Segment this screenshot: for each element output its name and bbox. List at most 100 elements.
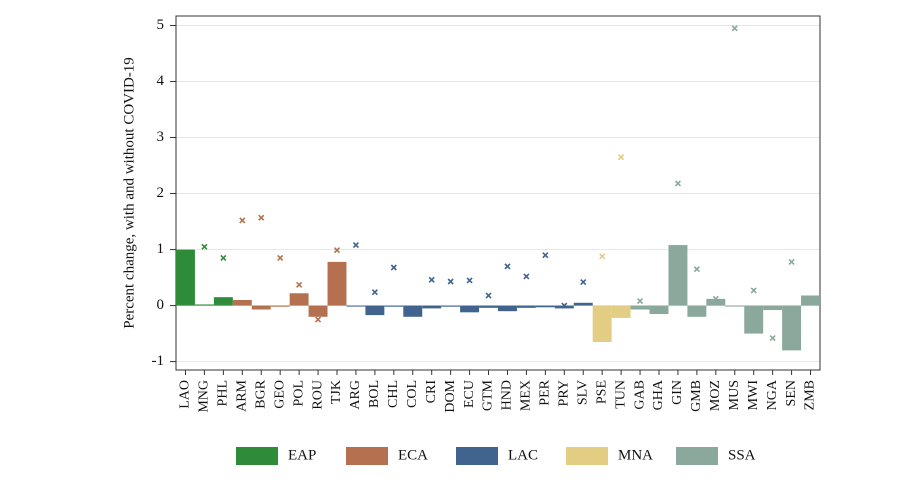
marker <box>504 263 511 270</box>
bar <box>554 305 574 309</box>
x-tick-label: PER <box>538 379 553 405</box>
x-tick-label: MOZ <box>708 380 723 411</box>
x-tick-label: POL <box>291 380 306 406</box>
marker <box>182 267 189 274</box>
x-tick-label: CRI <box>424 380 439 404</box>
bar <box>365 305 385 316</box>
x-tick-label: ARG <box>348 380 363 410</box>
x-tick-label: DOM <box>443 379 458 412</box>
marker <box>807 298 814 305</box>
bar <box>213 297 233 306</box>
marker <box>769 335 776 342</box>
y-tick-label: 2 <box>157 185 165 201</box>
x-tick-label: TUN <box>613 380 628 409</box>
bar <box>232 299 252 306</box>
x-tick-label: GAB <box>632 380 647 410</box>
bar <box>194 304 214 306</box>
x-tick-label: ARM <box>235 379 250 411</box>
marker <box>201 243 208 250</box>
marker <box>523 273 530 280</box>
bar <box>706 298 726 306</box>
bar <box>270 305 290 307</box>
x-tick-label: PSE <box>594 380 609 404</box>
y-tick-label: 0 <box>157 297 165 313</box>
marker <box>258 214 265 221</box>
legend-swatch <box>236 447 278 465</box>
marker <box>655 308 663 315</box>
legend-label: SSA <box>728 447 756 463</box>
bar <box>289 293 309 306</box>
marker <box>220 254 227 262</box>
x-tick-label: BGR <box>253 379 268 408</box>
x-tick-label: PHL <box>216 380 231 406</box>
legend-label: MNA <box>618 447 653 463</box>
marker <box>731 25 738 32</box>
marker <box>750 287 757 294</box>
bar <box>592 305 612 342</box>
marker <box>712 295 719 302</box>
x-tick-label: MUS <box>727 380 742 410</box>
bar <box>251 305 271 310</box>
bar <box>573 302 593 306</box>
y-tick-label: 5 <box>157 17 165 33</box>
x-tick-label: ZMB <box>803 380 818 410</box>
x-tick-label: ECU <box>462 380 477 408</box>
marker <box>788 258 795 265</box>
marker <box>239 217 246 224</box>
bar <box>308 305 328 317</box>
y-tick-label: 1 <box>157 241 165 257</box>
legend-label: LAC <box>508 447 538 463</box>
x-tick-label: SLV <box>575 380 590 405</box>
marker <box>466 277 473 284</box>
plot-frame <box>175 15 821 371</box>
bar <box>744 305 764 334</box>
x-tick-label: HND <box>500 380 515 410</box>
marker <box>580 278 587 286</box>
marker <box>352 242 360 249</box>
bar <box>403 305 423 317</box>
marker <box>693 266 700 273</box>
x-tick-label: BOL <box>367 380 382 408</box>
marker <box>674 180 682 187</box>
y-tick-label: 3 <box>157 129 165 145</box>
legend-label: EAP <box>288 447 316 463</box>
marker <box>409 306 416 313</box>
marker <box>447 278 454 285</box>
bar <box>668 245 688 306</box>
bar <box>479 305 498 308</box>
legend-swatch <box>676 447 718 465</box>
marker <box>542 252 549 259</box>
bar <box>327 261 347 306</box>
bar <box>649 305 669 314</box>
bar <box>611 305 631 318</box>
x-tick-label: ROU <box>310 380 325 410</box>
bar <box>687 305 707 317</box>
x-tick-label: GEO <box>272 380 287 409</box>
bar <box>630 305 650 310</box>
y-axis-label: Percent change, with and without COVID-1… <box>121 57 137 329</box>
marker <box>428 276 435 283</box>
x-tick-label: COL <box>405 380 420 408</box>
bar <box>422 305 442 309</box>
legend-swatch <box>566 447 608 465</box>
bar <box>516 305 536 308</box>
x-tick-label: MWI <box>746 380 761 411</box>
marker <box>333 247 341 254</box>
marker <box>618 154 625 161</box>
marker <box>296 281 303 288</box>
x-tick-label: SEN <box>784 380 799 406</box>
bar <box>763 305 783 311</box>
bar <box>782 305 802 351</box>
bar <box>384 305 404 307</box>
marker <box>599 253 606 260</box>
x-tick-label: LAO <box>178 380 193 409</box>
bar <box>441 305 461 307</box>
x-tick-label: CHL <box>386 380 401 408</box>
y-tick-label: 4 <box>157 73 165 89</box>
x-tick-label: GTM <box>481 379 496 411</box>
bar <box>460 305 480 313</box>
bar <box>498 305 517 312</box>
x-tick-label: MEX <box>519 380 534 411</box>
marker <box>485 292 492 299</box>
